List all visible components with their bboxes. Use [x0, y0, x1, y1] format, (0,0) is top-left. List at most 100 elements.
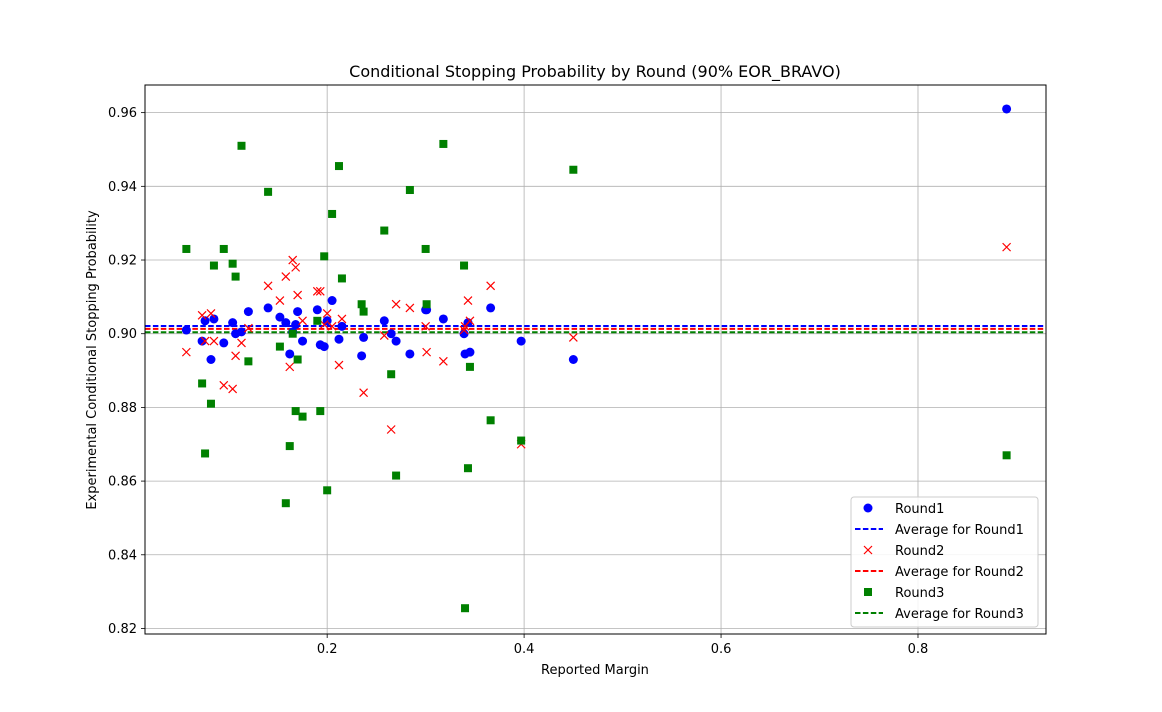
y-tick-label: 0.94	[108, 180, 137, 195]
data-point	[322, 309, 332, 318]
y-tick-label: 0.86	[108, 475, 137, 490]
data-point	[327, 296, 337, 306]
data-point	[319, 342, 329, 352]
data-point	[438, 314, 448, 324]
data-point	[327, 321, 337, 331]
data-point	[465, 347, 475, 357]
chart-title: Conditional Stopping Probability by Roun…	[349, 62, 841, 82]
data-point	[405, 186, 414, 195]
data-point	[392, 471, 401, 480]
data-point	[421, 244, 430, 253]
data-point	[200, 336, 210, 346]
data-point	[319, 320, 329, 329]
data-point	[243, 307, 253, 317]
x-axis-ticks: 0.2 0.4 0.6 0.8	[317, 634, 929, 657]
data-point	[275, 312, 285, 322]
data-point	[328, 209, 337, 218]
data-point	[359, 388, 369, 398]
series-round2	[181, 242, 1012, 449]
data-point	[357, 300, 366, 309]
legend-frame	[850, 496, 1039, 628]
data-point	[465, 316, 475, 326]
x-axis-label: Reported Margin	[541, 663, 649, 678]
data-point	[209, 261, 218, 270]
data-point	[334, 334, 344, 344]
y-tick-label: 0.84	[108, 548, 137, 563]
data-point	[219, 338, 229, 348]
series-round1	[181, 104, 1012, 364]
legend-round3-marker	[864, 588, 872, 596]
data-point	[206, 355, 216, 364]
data-point	[293, 307, 303, 317]
data-point	[315, 286, 325, 296]
data-point	[405, 349, 415, 359]
data-point	[228, 318, 238, 328]
legend-avg2-label: Average for Round2	[895, 565, 1024, 580]
legend-avg3-label: Average for Round3	[895, 607, 1024, 622]
data-point	[463, 296, 473, 305]
data-point	[285, 362, 295, 372]
data-point	[293, 290, 303, 300]
data-point	[334, 360, 344, 370]
data-point	[387, 370, 396, 379]
data-points	[181, 104, 1012, 613]
data-point	[312, 305, 322, 315]
data-point	[568, 355, 578, 364]
y-tick-label: 0.96	[108, 106, 137, 121]
data-point	[181, 325, 191, 335]
data-point	[1002, 451, 1011, 460]
data-point	[263, 281, 273, 291]
legend-round1-label: Round1	[895, 502, 944, 517]
data-point	[320, 252, 329, 261]
data-point	[359, 307, 368, 316]
data-point	[380, 226, 389, 235]
data-point	[379, 331, 389, 340]
data-point	[237, 338, 246, 348]
data-point	[182, 244, 191, 253]
data-point	[209, 336, 219, 346]
data-point	[486, 303, 496, 313]
data-point	[1002, 242, 1012, 252]
data-point	[281, 318, 291, 328]
data-point	[206, 399, 215, 408]
data-point	[198, 379, 207, 388]
data-point	[386, 425, 396, 434]
data-point	[201, 449, 210, 458]
data-point	[285, 442, 294, 451]
data-point	[228, 259, 237, 268]
data-point	[285, 349, 295, 359]
data-point	[337, 321, 347, 331]
data-point	[461, 604, 470, 613]
data-point	[439, 139, 448, 148]
data-point	[228, 384, 238, 394]
data-point	[181, 347, 191, 357]
data-point	[298, 316, 307, 326]
x-tick-label: 0.8	[908, 642, 929, 657]
data-point	[219, 380, 229, 390]
y-axis-ticks: 0.82 0.84 0.86 0.88 0.90 0.92 0.94 0.96	[108, 106, 145, 637]
data-point	[219, 244, 228, 253]
data-point	[1002, 104, 1012, 114]
data-point	[316, 407, 325, 416]
data-point	[421, 321, 431, 331]
data-point	[209, 314, 219, 324]
plot-area-frame	[144, 84, 1047, 635]
data-point	[293, 355, 302, 364]
data-point	[264, 187, 273, 196]
data-point	[391, 299, 401, 309]
data-point	[281, 272, 291, 282]
data-point	[237, 327, 247, 337]
legend: Round1 Average for Round1 Round2 Average…	[850, 496, 1039, 628]
series-round3	[182, 139, 1011, 613]
data-point	[275, 342, 284, 351]
data-point	[200, 316, 210, 326]
data-point	[486, 281, 496, 291]
data-point	[288, 255, 298, 265]
data-point	[298, 412, 307, 421]
data-point	[288, 329, 297, 338]
data-point	[263, 303, 273, 313]
data-point	[569, 165, 578, 174]
data-point	[323, 486, 332, 495]
data-point	[291, 407, 300, 416]
